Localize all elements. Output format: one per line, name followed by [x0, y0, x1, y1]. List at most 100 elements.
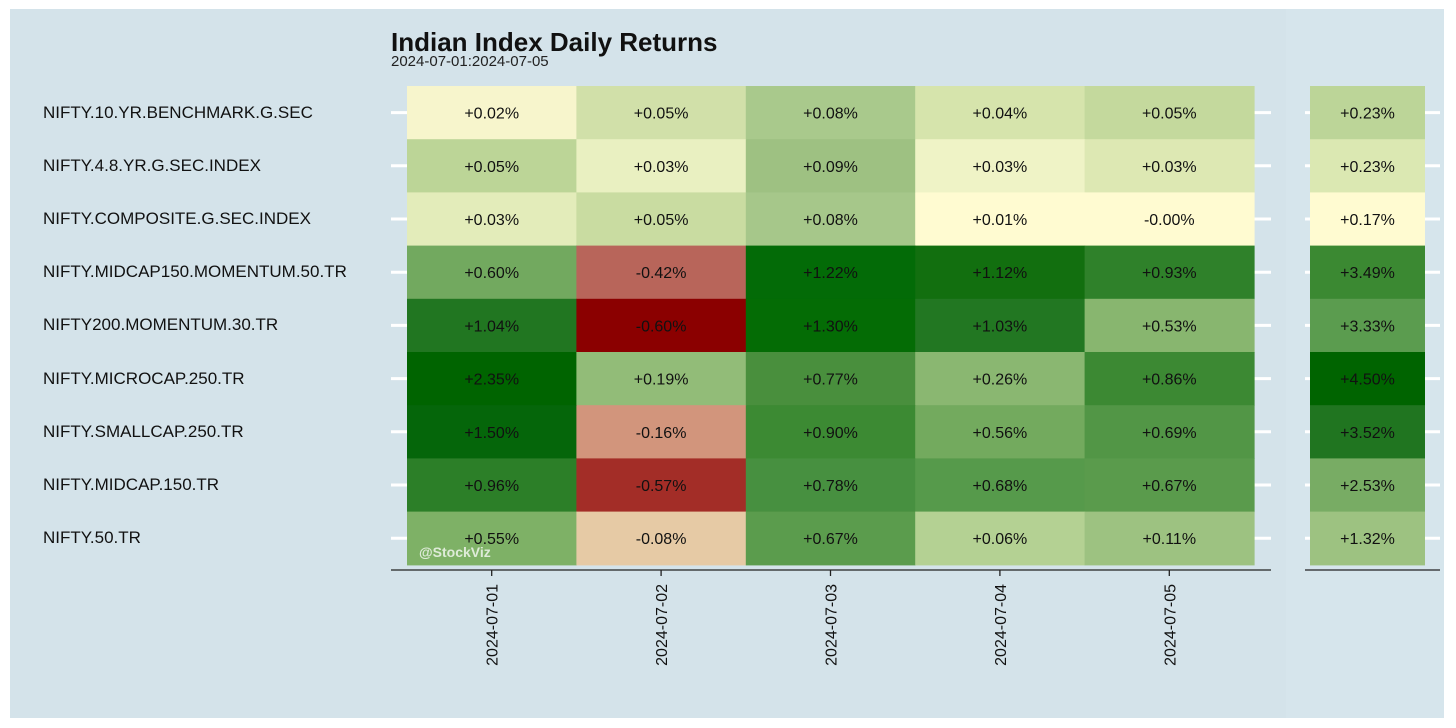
heatmap-cell [915, 245, 1086, 300]
heatmap-cell [915, 298, 1086, 353]
total-cell [1310, 298, 1425, 353]
heatmap-cell [745, 245, 916, 300]
cell-value-label: +0.68% [973, 478, 1028, 495]
heatmap-cell [576, 192, 747, 247]
heatmap-cell [407, 245, 577, 300]
cell-value-label: +0.90% [803, 425, 858, 442]
heatmap-cell [407, 139, 577, 193]
heatmap-cell [915, 511, 1086, 566]
heatmap-cell [1084, 192, 1255, 247]
heatmap-cell [576, 405, 747, 459]
heatmap-cell [745, 298, 916, 353]
cell-value-label: +0.11% [1143, 531, 1197, 548]
heatmap-cell [745, 192, 916, 247]
heatmap-cell [915, 405, 1086, 459]
heatmap-cell [1084, 86, 1255, 140]
cell-value-label: -0.08% [636, 531, 687, 548]
x-tick-label: 2024-07-03 [824, 584, 841, 666]
heatmap-cell [1084, 458, 1255, 513]
cell-value-label: +0.55% [464, 531, 519, 548]
chart-title: Indian Index Daily Returns [391, 27, 718, 57]
total-cell [1310, 352, 1425, 406]
cell-value-label: +0.01% [973, 212, 1028, 229]
row-label: NIFTY.MIDCAP.150.TR [43, 475, 220, 494]
cell-value-label: +0.03% [634, 159, 689, 176]
x-tick-label: 2024-07-01 [485, 584, 502, 666]
total-value-label: +0.17% [1340, 212, 1395, 229]
heatmap-cell [1084, 511, 1255, 566]
x-tick-label: 2024-07-05 [1162, 584, 1179, 666]
total-value-label: +3.52% [1340, 425, 1395, 442]
heatmap-cell [745, 352, 916, 406]
total-cell [1310, 405, 1425, 459]
cell-value-label: +0.67% [1142, 478, 1197, 495]
cell-value-label: -0.16% [636, 425, 687, 442]
cell-value-label: +0.05% [634, 212, 689, 229]
heatmap-cell [745, 405, 916, 459]
total-value-label: +0.23% [1340, 106, 1395, 123]
heatmap-cell [407, 458, 577, 513]
cell-value-label: +0.67% [803, 531, 858, 548]
row-label: NIFTY.COMPOSITE.G.SEC.INDEX [43, 209, 311, 228]
heatmap-cell [915, 86, 1086, 140]
heatmap-cell [745, 511, 916, 566]
cell-value-label: -0.00% [1144, 212, 1195, 229]
cell-value-label: +1.30% [803, 318, 858, 335]
row-label: NIFTY200.MOMENTUM.30.TR [43, 315, 279, 334]
cell-value-label: +1.04% [464, 318, 519, 335]
cell-value-label: +0.08% [803, 212, 858, 229]
cell-value-label: +1.12% [973, 265, 1028, 282]
total-cell [1310, 139, 1425, 193]
heatmap-cell [407, 192, 577, 247]
cell-value-label: +1.50% [464, 425, 519, 442]
total-value-label: +3.33% [1340, 318, 1395, 335]
total-cell [1310, 192, 1425, 247]
cell-value-label: +0.03% [973, 159, 1028, 176]
heatmap-cell [745, 86, 916, 140]
cell-value-label: +0.69% [1142, 425, 1197, 442]
watermark: @StockViz [419, 544, 491, 560]
total-cell [1310, 511, 1425, 566]
chart-subtitle: 2024-07-01:2024-07-05 [391, 53, 549, 70]
cell-value-label: +0.77% [803, 372, 858, 389]
cell-value-label: +0.19% [634, 372, 689, 389]
cell-value-label: +0.93% [1142, 265, 1197, 282]
cell-value-label: +0.05% [634, 106, 689, 123]
cell-value-label: +0.78% [803, 478, 858, 495]
cell-value-label: +0.03% [1142, 159, 1197, 176]
total-value-label: +2.53% [1340, 478, 1395, 495]
total-value-label: +1.32% [1340, 531, 1395, 548]
cell-value-label: +0.26% [973, 372, 1028, 389]
heatmap-cell [576, 458, 747, 513]
heatmap-cell [576, 86, 747, 140]
cell-value-label: +0.06% [973, 531, 1028, 548]
row-label: NIFTY.SMALLCAP.250.TR [43, 422, 244, 441]
cell-value-label: +1.03% [973, 318, 1028, 335]
total-value-label: +0.23% [1340, 159, 1395, 176]
heatmap-cell [915, 139, 1086, 193]
heatmap-cell [407, 352, 577, 406]
total-cell [1310, 86, 1425, 140]
total-cell [1310, 245, 1425, 300]
row-label: NIFTY.10.YR.BENCHMARK.G.SEC [43, 103, 313, 122]
heatmap-cell [576, 298, 747, 353]
heatmap-cell [1084, 139, 1255, 193]
heatmap-cell [407, 298, 577, 353]
heatmap-cell [915, 458, 1086, 513]
total-value-label: +3.49% [1340, 265, 1395, 282]
heatmap-cell [745, 458, 916, 513]
cell-value-label: +0.09% [803, 159, 858, 176]
cell-value-label: +0.96% [464, 478, 519, 495]
cell-value-label: +0.03% [464, 212, 519, 229]
cell-value-label: +0.08% [803, 106, 858, 123]
x-tick-label: 2024-07-04 [993, 584, 1010, 666]
row-label: NIFTY.4.8.YR.G.SEC.INDEX [43, 156, 261, 175]
cell-value-label: +0.53% [1142, 318, 1197, 335]
cell-value-label: +0.60% [464, 265, 519, 282]
cell-value-label: +0.05% [1142, 106, 1197, 123]
cell-value-label: +0.02% [464, 106, 519, 123]
heatmap-cell [915, 192, 1086, 247]
row-label: NIFTY.MICROCAP.250.TR [43, 369, 245, 388]
